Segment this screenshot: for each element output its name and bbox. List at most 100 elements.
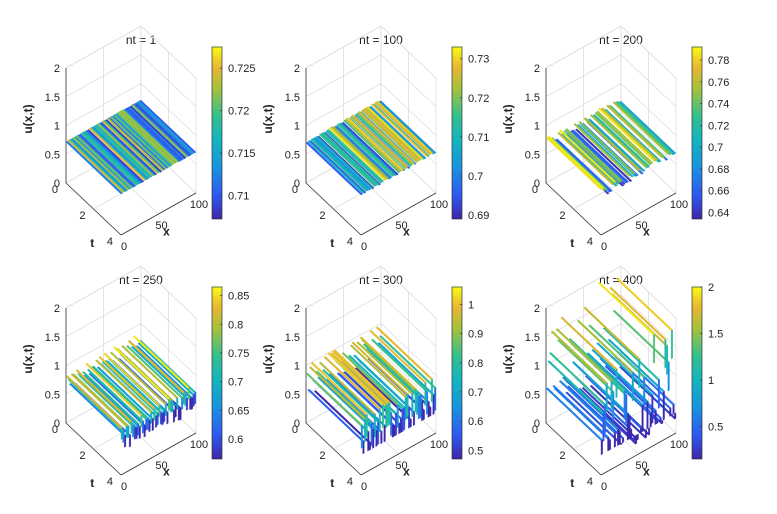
surface-front-face [184,393,187,407]
surface-front-face [130,421,133,435]
surface-front-face [635,434,638,445]
surface-strip [612,101,670,155]
surface-front-face [148,419,151,433]
colorbar-tick-label: 0.8 [228,319,243,331]
surface-front-face [156,412,159,426]
colorbar-tick-label: 0.72 [468,93,489,105]
t-axis-label: t [90,476,94,490]
z-tick-label: 1.5 [285,92,300,104]
z-gridline [545,83,677,136]
z-tick-label: 0 [534,418,540,430]
colorbar-tick-label: 0.7 [468,171,483,183]
surface-front-face [615,368,618,399]
surface-front-face [610,380,613,410]
colorbar [691,46,703,220]
t-tick-label: 4 [587,236,593,248]
z-gridline [305,265,437,319]
surface-front-face [434,387,437,412]
surface-front-face [636,433,639,441]
surface-front-face [169,399,172,413]
surface-strip [365,106,424,160]
surface-front-face [181,397,184,410]
x-tick-label: 100 [190,439,208,451]
colorbar-tick-label: 0.72 [228,106,249,118]
x-axis-label: x [403,465,410,479]
z-gridline [65,265,197,319]
z-gridline [305,25,437,79]
surface-strip [583,117,641,171]
colorbar-tick-label: 0.66 [708,186,729,198]
x-axis-label: x [643,225,650,239]
colorbar-tick-label: 0.725 [228,63,256,75]
colorbar-tick-label: 0.715 [228,148,256,160]
surface-front-face [369,442,371,451]
t-tick-label: 0 [532,424,538,436]
surface-strip [67,139,125,193]
z-tick-label: 0.5 [285,149,300,161]
surface-front-face [628,414,631,440]
surface-front-face [424,382,427,406]
surface-front-face [617,428,620,447]
surface-front-face [122,430,125,444]
surface-front-face [179,407,182,421]
colorbar-tick-label: 0.7 [708,142,723,154]
surface-front-face [667,361,670,392]
colorbar [211,286,223,460]
surface-front-face [186,398,188,411]
z-gridline [545,54,677,108]
z-tick-label: 1 [294,121,300,133]
z-tick-label: 1.5 [285,332,300,344]
surface-strip [72,136,130,191]
z-tick-label: 1.5 [525,92,540,104]
z-tick-label: 0 [294,418,300,430]
surface-panel: nt = 100.511.52050100024u(x,t)xt0.710.71… [21,25,256,253]
colorbar-tick-label: 0.65 [228,405,249,417]
surface-front-face [429,407,432,417]
surface [545,277,677,456]
z-tick-label: 0 [54,178,60,190]
surface-front-face [187,387,190,400]
surface-strip [343,119,401,174]
surface [305,100,437,196]
surface-front-face [173,410,175,423]
surface-front-face [613,432,616,448]
x-tick-label: 50 [635,460,647,472]
surface-front-face [372,428,375,449]
surface-strip [563,129,621,184]
z-gridline [305,83,437,136]
x-tick-label: 0 [361,481,367,493]
t-axis [65,422,122,476]
colorbar-tick-label: 0.85 [228,291,249,303]
surface-strip [361,109,419,163]
surface-front-face [417,395,420,420]
surface-front-face [146,417,149,431]
surface-front-face [653,334,655,364]
surface-strip [565,128,623,182]
x-axis [360,192,437,236]
surface-front-face [404,396,407,421]
z-tick-label: 0.5 [525,149,540,161]
surface-front-face [674,412,677,420]
surface-front-face [362,440,365,455]
surface-front-face [622,437,624,444]
surface-front-face [143,424,146,438]
surface-strip [88,127,146,181]
surface-front-face [411,393,414,418]
surface-panel: nt = 25000.511.52050100024u(x,t)xt0.60.6… [21,265,249,493]
surface-front-face [133,426,136,440]
z-gridline [305,54,437,108]
surface-front-face [409,419,412,428]
surface-front-face [370,422,373,447]
surface-strip [370,103,429,157]
z-tick-label: 1 [54,121,60,133]
surface-strip [558,129,617,183]
surface-front-face [367,431,370,452]
z-gridline [545,294,677,348]
surface-front-face [391,424,394,438]
z-gridline [545,265,677,319]
surface-front-face [364,418,367,443]
t-axis [545,182,602,236]
surface-front-face [609,439,611,451]
surface-front-face [153,407,156,421]
